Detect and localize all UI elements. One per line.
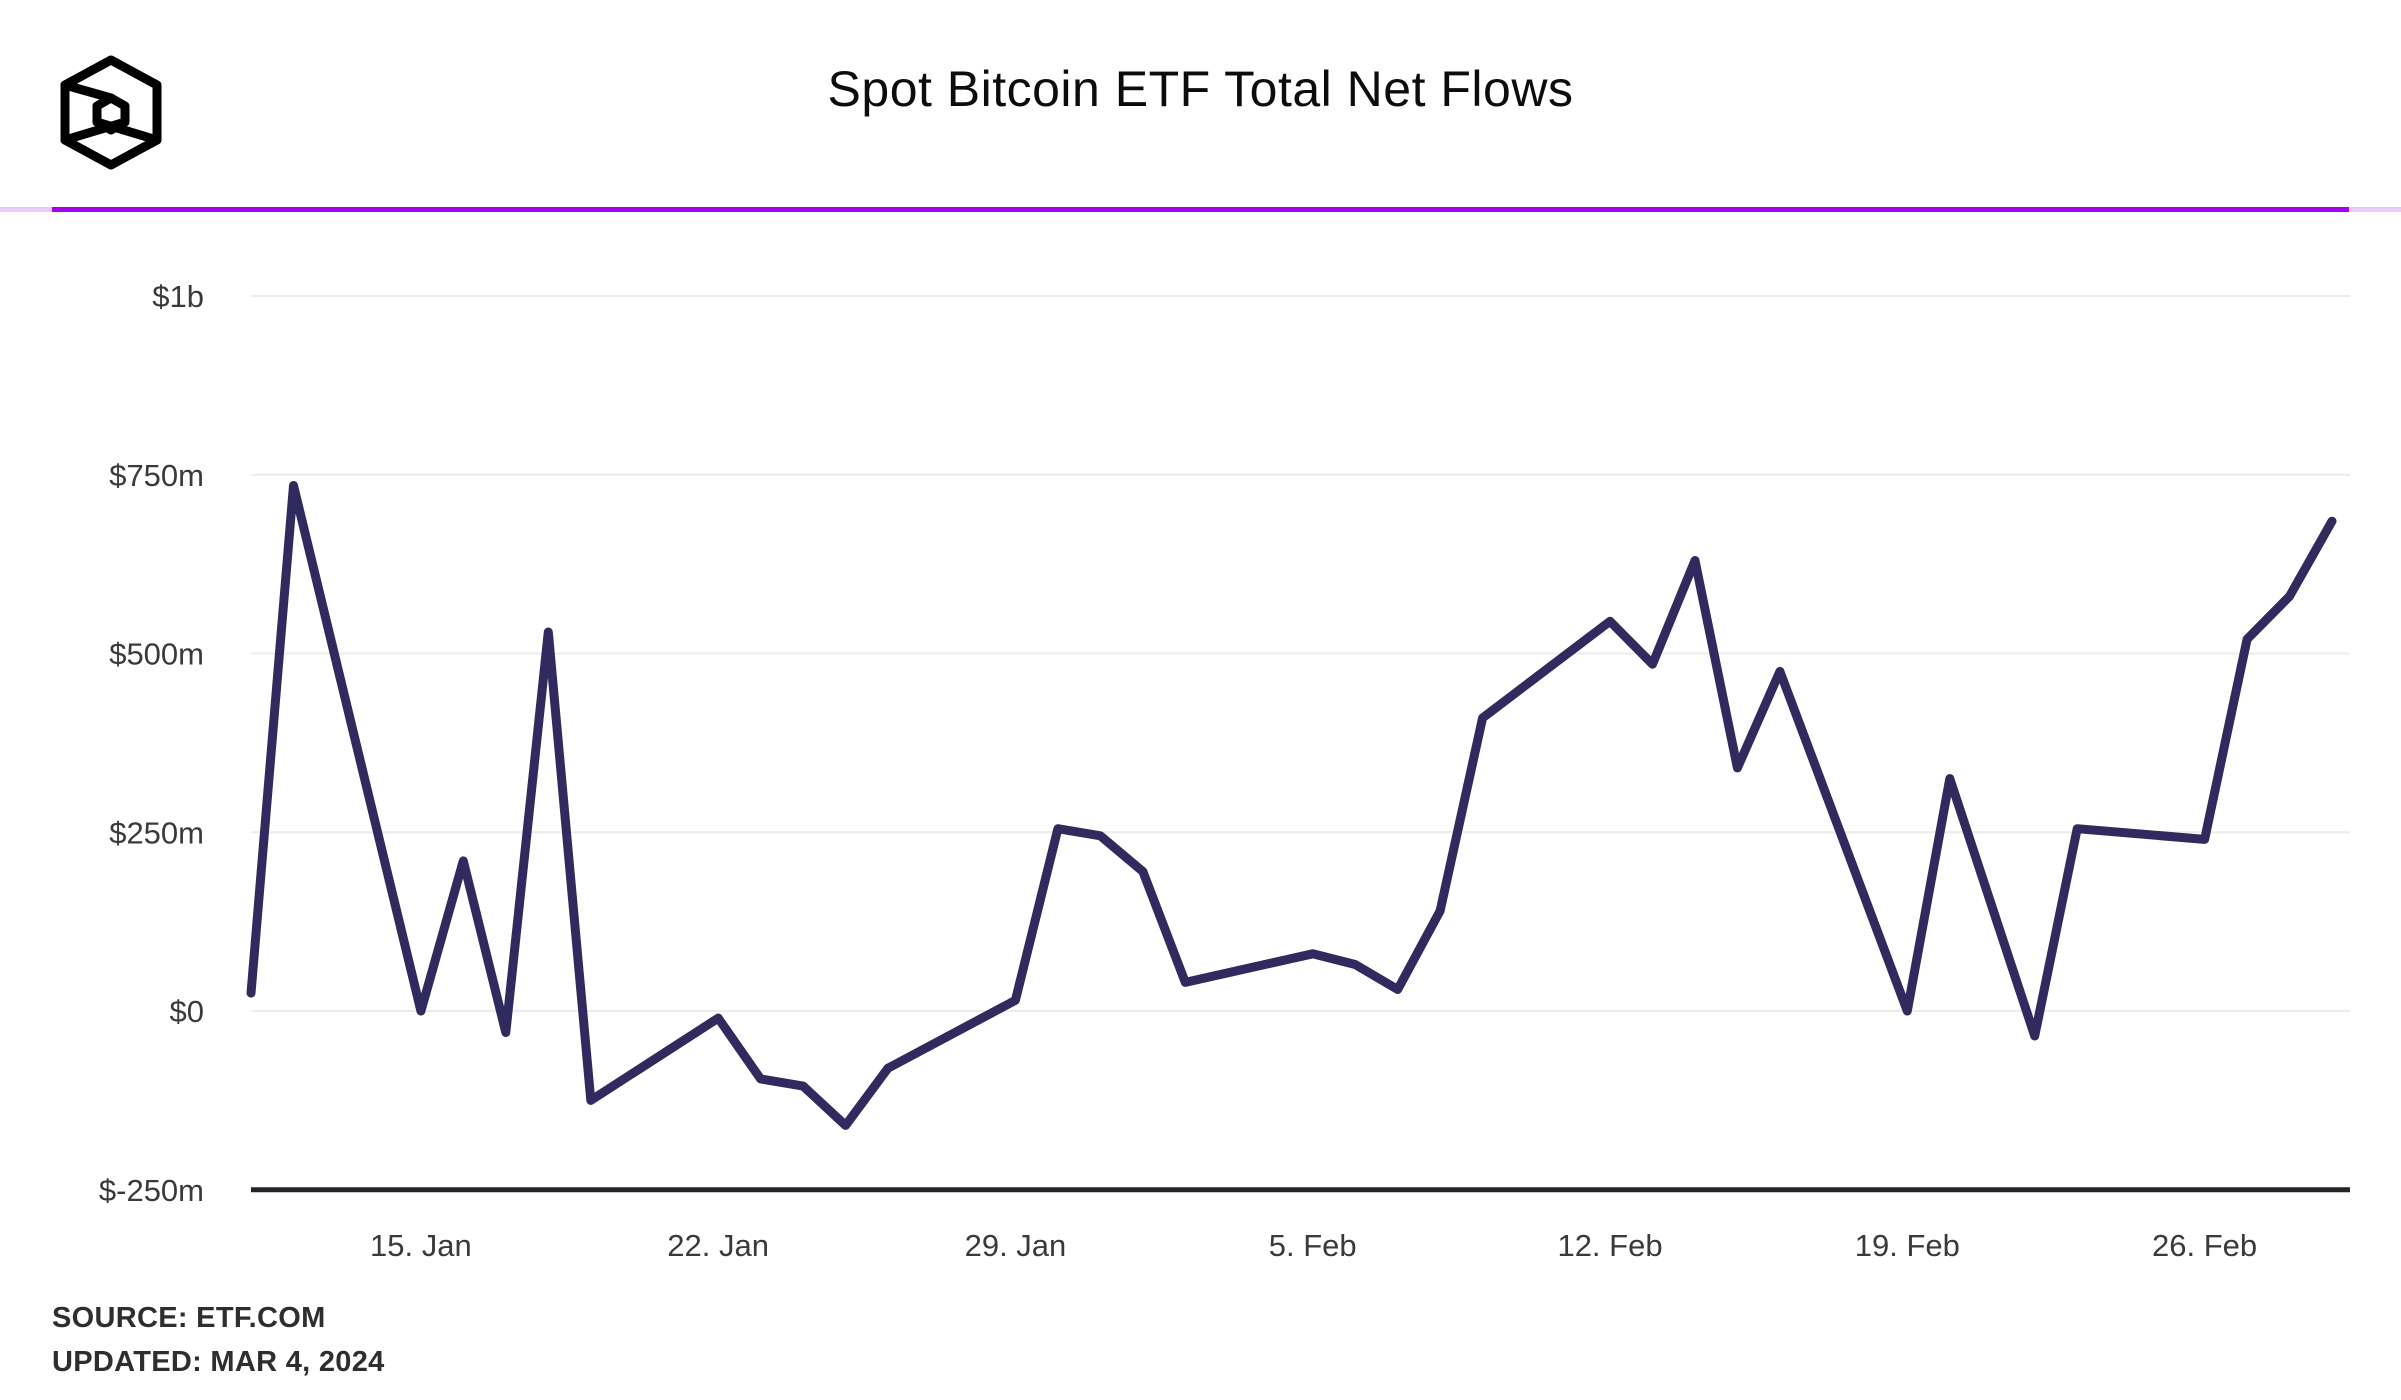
y-tick-label: $750m <box>109 458 204 493</box>
logo-edge-top <box>60 80 116 103</box>
net-flows-line <box>246 481 2337 1130</box>
y-tick-label: $0 <box>170 994 204 1029</box>
logo-edge-cross-2 <box>60 117 130 145</box>
chart-title: Spot Bitcoin ETF Total Net Flows <box>827 61 1574 117</box>
x-tick-label: 12. Feb <box>1557 1228 1662 1263</box>
y-tick-label: $500m <box>109 637 204 672</box>
source-text: SOURCE: ETF.COM <box>52 1302 326 1334</box>
x-tick-label: 19. Feb <box>1855 1228 1960 1263</box>
chart-footer: SOURCE: ETF.COM UPDATED: MAR 4, 2024 <box>52 1296 385 1384</box>
x-tick-label: 22. Jan <box>667 1228 769 1263</box>
x-tick-label: 29. Jan <box>965 1228 1067 1263</box>
header-accent-rule <box>52 207 2349 212</box>
y-tick-label: $250m <box>109 815 204 850</box>
updated-text: UPDATED: MAR 4, 2024 <box>52 1346 385 1378</box>
x-tick-label: 26. Feb <box>2152 1228 2257 1263</box>
the-block-logo <box>60 55 162 170</box>
y-tick-label: $-250m <box>99 1173 204 1208</box>
y-tick-label: $1b <box>152 279 204 314</box>
x-tick-label: 5. Feb <box>1269 1228 1357 1263</box>
x-tick-label: 15. Jan <box>370 1228 472 1263</box>
